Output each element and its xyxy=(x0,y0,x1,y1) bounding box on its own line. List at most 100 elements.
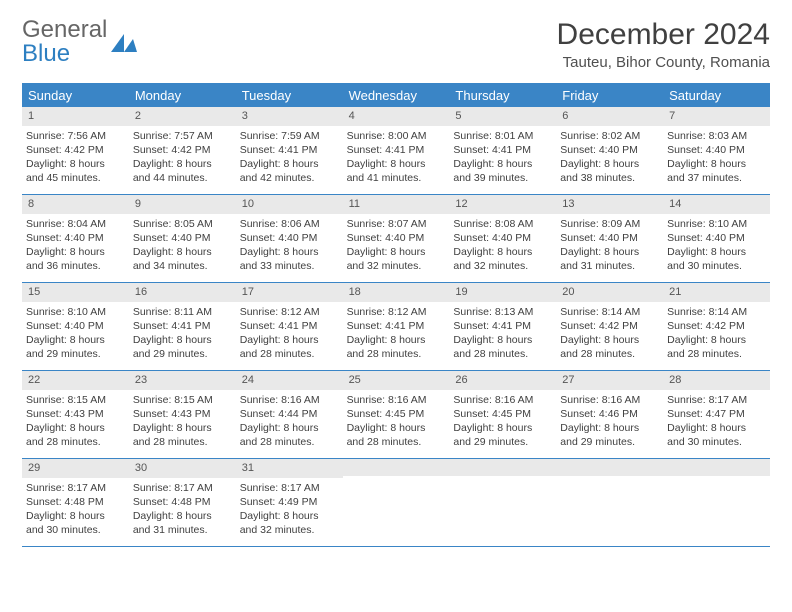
sunset-label: Sunset: xyxy=(560,232,599,244)
sunset-label: Sunset: xyxy=(667,232,706,244)
day-number-empty xyxy=(556,459,663,476)
daylight-minutes: 39 xyxy=(474,172,486,184)
day-number: 16 xyxy=(129,283,236,302)
sunset-value: 4:40 PM xyxy=(65,320,104,332)
calendar-cell: 10Sunrise: 8:06 AMSunset: 4:40 PMDayligh… xyxy=(236,195,343,283)
sunrise-value: 8:13 AM xyxy=(495,306,534,318)
day-number: 6 xyxy=(556,107,663,126)
sunrise-label: Sunrise: xyxy=(667,306,708,318)
sunset-label: Sunset: xyxy=(667,320,706,332)
day-detail: Sunrise: 7:59 AMSunset: 4:41 PMDaylight:… xyxy=(240,129,339,186)
sunrise-value: 7:59 AM xyxy=(281,130,320,142)
sunrise-value: 8:10 AM xyxy=(67,306,106,318)
sunset-label: Sunset: xyxy=(240,408,279,420)
calendar-cell: 11Sunrise: 8:07 AMSunset: 4:40 PMDayligh… xyxy=(343,195,450,283)
day-number: 27 xyxy=(556,371,663,390)
sunrise-value: 8:16 AM xyxy=(602,394,641,406)
daylight-label: Daylight: xyxy=(667,422,711,434)
sunset-value: 4:48 PM xyxy=(65,496,104,508)
logo-triangle-icon xyxy=(111,34,137,52)
calendar-cell: 17Sunrise: 8:12 AMSunset: 4:41 PMDayligh… xyxy=(236,283,343,371)
sunrise-value: 8:10 AM xyxy=(709,218,748,230)
sunset-label: Sunset: xyxy=(133,496,172,508)
day-detail: Sunrise: 8:17 AMSunset: 4:49 PMDaylight:… xyxy=(240,481,339,538)
daylight-minutes: 37 xyxy=(688,172,700,184)
sunrise-label: Sunrise: xyxy=(347,218,388,230)
sunrise-value: 8:17 AM xyxy=(67,482,106,494)
sunset-value: 4:40 PM xyxy=(706,144,745,156)
day-number: 17 xyxy=(236,283,343,302)
day-number: 15 xyxy=(22,283,129,302)
day-detail: Sunrise: 7:57 AMSunset: 4:42 PMDaylight:… xyxy=(133,129,232,186)
sunrise-label: Sunrise: xyxy=(26,130,67,142)
sunrise-value: 8:03 AM xyxy=(709,130,748,142)
daylight-label: Daylight: xyxy=(347,158,391,170)
daylight-minutes: 45 xyxy=(46,172,58,184)
sunrise-label: Sunrise: xyxy=(667,130,708,142)
calendar-cell: 22Sunrise: 8:15 AMSunset: 4:43 PMDayligh… xyxy=(22,371,129,459)
day-number: 28 xyxy=(663,371,770,390)
sunrise-label: Sunrise: xyxy=(453,130,494,142)
calendar-grid: SundayMondayTuesdayWednesdayThursdayFrid… xyxy=(22,83,770,547)
sunrise-value: 8:17 AM xyxy=(281,482,320,494)
sunrise-value: 8:04 AM xyxy=(67,218,106,230)
calendar-cell-empty xyxy=(663,459,770,547)
day-detail: Sunrise: 8:16 AMSunset: 4:45 PMDaylight:… xyxy=(453,393,552,450)
daylight-minutes: 28 xyxy=(474,348,486,360)
day-detail: Sunrise: 8:14 AMSunset: 4:42 PMDaylight:… xyxy=(667,305,766,362)
sunrise-value: 8:14 AM xyxy=(602,306,641,318)
title-block: December 2024 Tauteu, Bihor County, Roma… xyxy=(557,18,770,79)
calendar-cell: 31Sunrise: 8:17 AMSunset: 4:49 PMDayligh… xyxy=(236,459,343,547)
sunrise-label: Sunrise: xyxy=(26,482,67,494)
sunset-label: Sunset: xyxy=(453,232,492,244)
sunset-label: Sunset: xyxy=(133,408,172,420)
calendar-cell: 26Sunrise: 8:16 AMSunset: 4:45 PMDayligh… xyxy=(449,371,556,459)
sunset-value: 4:40 PM xyxy=(171,232,210,244)
day-number: 23 xyxy=(129,371,236,390)
calendar-cell: 19Sunrise: 8:13 AMSunset: 4:41 PMDayligh… xyxy=(449,283,556,371)
sunrise-label: Sunrise: xyxy=(240,394,281,406)
day-number: 21 xyxy=(663,283,770,302)
sunset-label: Sunset: xyxy=(347,232,386,244)
daylight-label: Daylight: xyxy=(26,158,70,170)
day-number: 24 xyxy=(236,371,343,390)
day-detail: Sunrise: 8:07 AMSunset: 4:40 PMDaylight:… xyxy=(347,217,446,274)
day-number: 25 xyxy=(343,371,450,390)
sunrise-label: Sunrise: xyxy=(133,482,174,494)
calendar-cell-empty xyxy=(449,459,556,547)
daylight-minutes: 28 xyxy=(688,348,700,360)
calendar-cell: 29Sunrise: 8:17 AMSunset: 4:48 PMDayligh… xyxy=(22,459,129,547)
day-detail: Sunrise: 8:02 AMSunset: 4:40 PMDaylight:… xyxy=(560,129,659,186)
day-header: Sunday xyxy=(22,84,129,107)
calendar-cell-empty xyxy=(343,459,450,547)
daylight-minutes: 36 xyxy=(46,260,58,272)
daylight-minutes: 38 xyxy=(581,172,593,184)
sunset-value: 4:42 PM xyxy=(65,144,104,156)
sunset-label: Sunset: xyxy=(26,496,65,508)
sunrise-label: Sunrise: xyxy=(560,130,601,142)
daylight-minutes: 31 xyxy=(581,260,593,272)
sunset-value: 4:45 PM xyxy=(385,408,424,420)
sunrise-label: Sunrise: xyxy=(347,130,388,142)
day-detail: Sunrise: 8:16 AMSunset: 4:45 PMDaylight:… xyxy=(347,393,446,450)
daylight-label: Daylight: xyxy=(240,334,284,346)
calendar-cell: 4Sunrise: 8:00 AMSunset: 4:41 PMDaylight… xyxy=(343,107,450,195)
sunrise-value: 8:06 AM xyxy=(281,218,320,230)
day-number: 20 xyxy=(556,283,663,302)
sunset-value: 4:42 PM xyxy=(599,320,638,332)
sunset-label: Sunset: xyxy=(133,232,172,244)
logo-text-general: General xyxy=(22,16,107,43)
day-detail: Sunrise: 8:00 AMSunset: 4:41 PMDaylight:… xyxy=(347,129,446,186)
sunrise-value: 8:12 AM xyxy=(388,306,427,318)
sunset-label: Sunset: xyxy=(560,408,599,420)
sunset-label: Sunset: xyxy=(560,144,599,156)
daylight-minutes: 31 xyxy=(153,524,165,536)
calendar-cell: 9Sunrise: 8:05 AMSunset: 4:40 PMDaylight… xyxy=(129,195,236,283)
sunset-label: Sunset: xyxy=(667,408,706,420)
sunset-label: Sunset: xyxy=(667,144,706,156)
calendar-cell: 6 Sunrise: 8:02 AMSunset: 4:40 PMDaylight… xyxy=(556,107,663,195)
sunrise-label: Sunrise: xyxy=(133,218,174,230)
sunset-label: Sunset: xyxy=(133,144,172,156)
daylight-label: Daylight: xyxy=(667,246,711,258)
day-number: 3 xyxy=(236,107,343,126)
